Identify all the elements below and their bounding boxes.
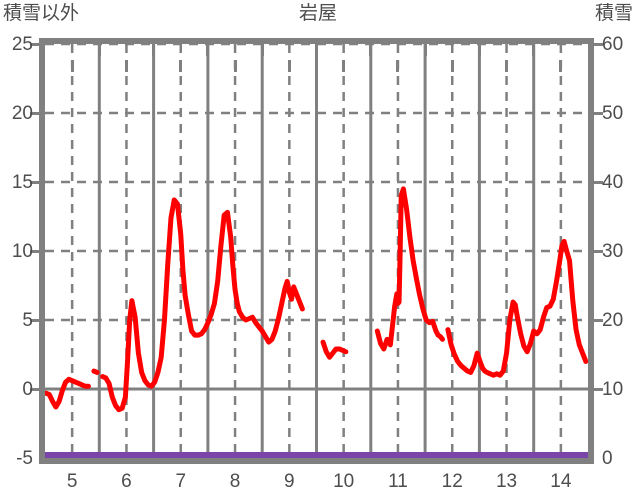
x-tick bbox=[477, 44, 481, 56]
x-tick bbox=[450, 60, 454, 72]
x-tick bbox=[179, 60, 183, 72]
x-axis-tick-label: 5 bbox=[66, 471, 78, 492]
x-axis-tick-label: 7 bbox=[175, 471, 187, 492]
x-tick bbox=[315, 44, 318, 56]
left-axis-tick-label: -5 bbox=[16, 448, 33, 469]
y-tick bbox=[30, 318, 42, 322]
x-axis-tick-label: 11 bbox=[388, 471, 408, 492]
x-axis-tick-label: 9 bbox=[284, 471, 295, 492]
x-tick bbox=[532, 44, 536, 56]
plot-area bbox=[30, 38, 603, 464]
right-axis-title: 積雪 bbox=[594, 3, 633, 24]
left-axis-tick-label: 20 bbox=[11, 103, 33, 124]
x-axis-tick-label: 12 bbox=[441, 471, 463, 492]
x-tick bbox=[97, 44, 101, 56]
right-axis-tick-label: 0 bbox=[602, 448, 613, 469]
chart-title: 岩屋 bbox=[298, 3, 337, 24]
x-axis-tick-label: 14 bbox=[550, 471, 572, 492]
x-tick bbox=[70, 60, 74, 72]
x-tick bbox=[206, 44, 210, 56]
y-tick bbox=[591, 180, 603, 184]
x-axis-tick-label: 13 bbox=[495, 471, 518, 492]
right-axis-tick-label: 30 bbox=[602, 241, 624, 262]
left-axis-title: 積雪以外 bbox=[3, 3, 80, 24]
y-tick bbox=[30, 111, 42, 115]
y-tick bbox=[591, 111, 603, 115]
right-axis-tick-label: 20 bbox=[602, 310, 624, 331]
x-tick bbox=[396, 60, 400, 72]
x-tick bbox=[423, 44, 427, 56]
y-tick bbox=[30, 42, 42, 46]
y-tick bbox=[30, 180, 42, 184]
x-tick bbox=[369, 44, 373, 56]
plot-baseline bbox=[39, 458, 594, 464]
y-tick bbox=[591, 249, 603, 253]
x-tick bbox=[233, 60, 237, 72]
x-tick bbox=[342, 60, 346, 72]
left-axis-tick-label: 25 bbox=[11, 34, 33, 55]
y-tick bbox=[591, 318, 603, 322]
x-tick bbox=[559, 60, 563, 72]
x-tick bbox=[152, 44, 156, 56]
left-axis-tick-label: 15 bbox=[11, 172, 33, 193]
plot-frame bbox=[39, 38, 594, 458]
y-tick bbox=[30, 249, 42, 253]
left-axis-tick-label: 5 bbox=[22, 310, 33, 331]
y-tick bbox=[591, 42, 603, 46]
right-axis-tick-label: 50 bbox=[602, 103, 624, 124]
y-tick bbox=[30, 387, 42, 391]
data-series-layer bbox=[45, 186, 588, 458]
x-axis-tick-label: 8 bbox=[229, 471, 241, 492]
y-tick bbox=[591, 387, 603, 391]
x-axis-tick-label: 6 bbox=[121, 471, 132, 492]
x-tick bbox=[287, 60, 291, 72]
gridlines bbox=[45, 44, 588, 458]
x-tick bbox=[260, 44, 264, 56]
right-axis-tick-label: 40 bbox=[602, 172, 624, 193]
right-axis-tick-label: 60 bbox=[602, 34, 624, 55]
left-axis-tick-label: 0 bbox=[22, 379, 33, 400]
right-axis-tick-label: 10 bbox=[602, 379, 624, 400]
x-axis-tick-label: 10 bbox=[333, 471, 355, 492]
x-tick bbox=[505, 60, 509, 72]
x-tick bbox=[124, 60, 128, 72]
left-axis-tick-label: 10 bbox=[11, 241, 33, 262]
